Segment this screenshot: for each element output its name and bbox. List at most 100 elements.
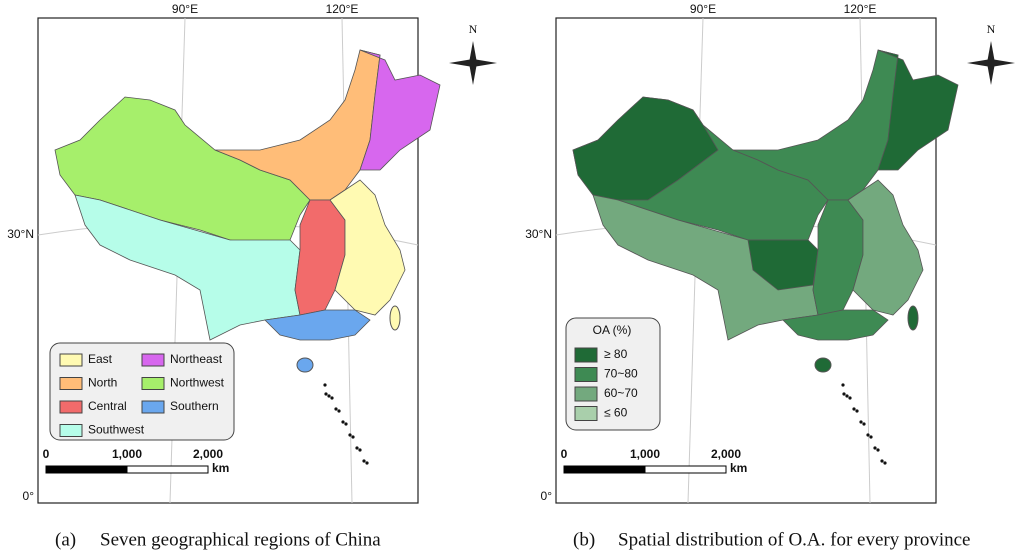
region	[782, 309, 889, 341]
islet	[862, 422, 866, 426]
island	[907, 305, 919, 331]
region	[74, 194, 301, 341]
legend-label: 70~80	[604, 367, 638, 381]
legend-label: Southern	[170, 399, 219, 413]
scale-bar	[644, 465, 727, 474]
islet	[351, 435, 355, 439]
legend-label: North	[88, 376, 117, 390]
scale-label: 2,000	[193, 447, 223, 461]
region	[294, 199, 346, 316]
legend-swatch	[574, 386, 598, 402]
legend-swatch	[574, 367, 598, 382]
islet	[341, 420, 345, 424]
legend-box	[565, 317, 661, 431]
region	[877, 49, 959, 171]
islet	[848, 396, 852, 400]
legend-swatch	[574, 406, 598, 421]
scale-bar	[126, 465, 209, 474]
region	[329, 179, 406, 316]
scale-label: 0	[43, 447, 50, 461]
islet	[869, 435, 873, 439]
lon-label: 90°E	[172, 2, 198, 16]
legend-label: Northwest	[170, 376, 225, 390]
scale-label: 0	[561, 447, 568, 461]
region	[812, 199, 864, 316]
legend-box	[49, 342, 235, 441]
lat-label: 30°N	[525, 227, 552, 241]
islet	[358, 448, 362, 452]
scale-label: 1,000	[112, 447, 142, 461]
lon-label: 120°E	[326, 2, 359, 16]
islet	[841, 383, 845, 387]
lat-label: 0°	[541, 489, 553, 503]
region	[847, 179, 924, 316]
legend-swatch	[59, 424, 83, 437]
region	[264, 309, 371, 341]
islet	[344, 422, 348, 426]
legend-label: Central	[88, 399, 127, 413]
map-frame	[555, 17, 937, 504]
caption-text: Seven geographical regions of China	[100, 529, 381, 550]
island	[296, 357, 314, 373]
islet	[842, 392, 846, 396]
region	[592, 194, 819, 341]
island	[389, 305, 401, 331]
lat-label: 0°	[23, 489, 35, 503]
islet	[334, 407, 338, 411]
legend-label: ≥ 80	[604, 347, 628, 361]
islet	[873, 446, 877, 450]
scale-label: 2,000	[711, 447, 741, 461]
islet	[362, 459, 366, 463]
scale-unit: km	[730, 461, 747, 475]
island	[814, 357, 832, 373]
islet	[355, 446, 359, 450]
lon-label: 90°E	[690, 2, 716, 16]
legend-swatch	[59, 353, 83, 367]
north-label: N	[987, 22, 996, 36]
islet	[859, 420, 863, 424]
scale-label: 1,000	[630, 447, 660, 461]
lat-label: 30°N	[7, 227, 34, 241]
islet	[323, 383, 327, 387]
legend-swatch	[141, 377, 165, 390]
islet	[348, 433, 352, 437]
map-frame	[37, 17, 419, 504]
map-panel: 90°E 120°E 30°N 0° N East Northeast North Northw…	[7, 2, 497, 550]
caption-text: Spatial distribution of O.A. for every p…	[618, 529, 970, 550]
legend-swatch	[141, 353, 165, 367]
compass	[967, 59, 1015, 67]
scale-bar	[45, 465, 128, 474]
legend-label: East	[88, 352, 113, 366]
legend-swatch	[59, 377, 83, 390]
islet	[852, 407, 856, 411]
legend-label: Southwest	[88, 423, 145, 437]
legend-label: Northeast	[170, 352, 223, 366]
legend-label: ≤ 60	[604, 406, 628, 420]
islet	[880, 459, 884, 463]
islet	[845, 394, 849, 398]
legend-title: OA (%)	[593, 323, 632, 337]
scale-bar	[563, 465, 646, 474]
islet	[365, 461, 369, 465]
legend-swatch	[574, 347, 598, 363]
islet	[324, 392, 328, 396]
islet	[337, 409, 341, 413]
scale-unit: km	[212, 461, 229, 475]
legend-label: 60~70	[604, 386, 638, 400]
legend-swatch	[59, 400, 83, 414]
islet	[866, 433, 870, 437]
map-panel: 90°E 120°E 30°N 0° N OA (%) ≥ 80 70~80 60~70 ≤ 60…	[525, 2, 1015, 550]
region	[747, 239, 819, 291]
islet	[883, 461, 887, 465]
region	[359, 49, 441, 171]
north-label: N	[469, 22, 478, 36]
caption-marker: (a)	[55, 529, 76, 550]
compass	[449, 59, 497, 67]
caption-marker: (b)	[573, 529, 595, 550]
islet	[330, 396, 334, 400]
legend-swatch	[141, 400, 165, 414]
islet	[876, 448, 880, 452]
islet	[855, 409, 859, 413]
islet	[327, 394, 331, 398]
